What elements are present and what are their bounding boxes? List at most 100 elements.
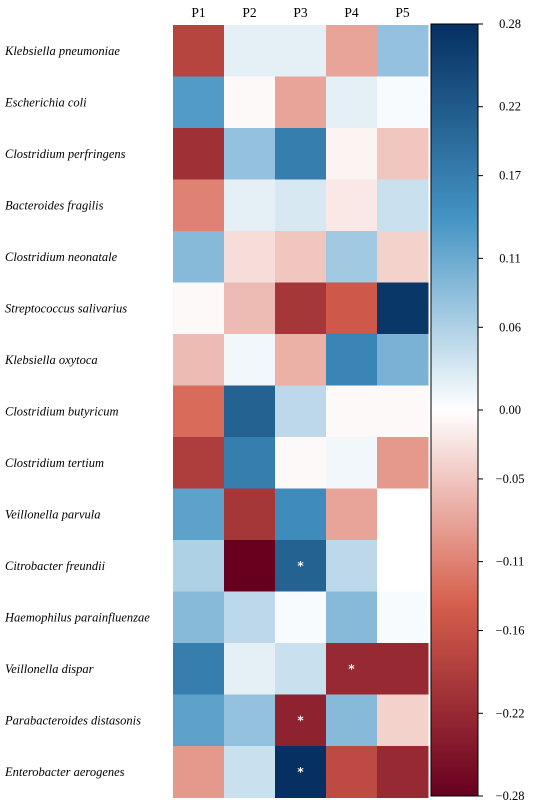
- row-label: Bacteroides fragilis: [5, 198, 104, 212]
- colorbar-gradient: [430, 23, 479, 797]
- heatmap-cell: [326, 694, 378, 747]
- heatmap-cell: [173, 694, 225, 747]
- heatmap-cell: [377, 488, 429, 541]
- heatmap-cell: [377, 25, 429, 77]
- column-label: P4: [344, 5, 359, 20]
- heatmap-cell: [377, 591, 429, 644]
- heatmap-cell: [275, 231, 327, 283]
- heatmap-cells: * * * *: [173, 25, 429, 798]
- heatmap-cell: [377, 334, 429, 386]
- row-label: Haemophilus parainfluenzae: [4, 610, 150, 624]
- row-label: Clostridium butyricum: [5, 404, 119, 418]
- colorbar-ticks: 0.28 0.22 0.17 0.11 0.06 0.00 −0.05 −0.11 −0.16 −…: [478, 17, 524, 803]
- heatmap-cell: [173, 25, 225, 77]
- column-label: P5: [395, 5, 410, 20]
- column-label: P1: [191, 5, 205, 20]
- heatmap-cell: [173, 334, 225, 386]
- row-label: Veillonella dispar: [5, 662, 94, 676]
- heatmap-cell: [275, 488, 327, 541]
- heatmap-cell: [173, 282, 225, 335]
- significance-marker: *: [297, 713, 304, 727]
- heatmap-cell: [224, 128, 276, 180]
- colorbar-tick-label: 0.00: [499, 403, 521, 417]
- heatmap-cell: [224, 437, 276, 489]
- row-label: Clostridium tertium: [5, 456, 104, 470]
- heatmap-cell: [275, 179, 327, 232]
- heatmap-cell: [224, 540, 276, 592]
- heatmap-cell: [275, 437, 327, 489]
- heatmap-cell: [377, 179, 429, 232]
- heatmap-cell: [326, 128, 378, 180]
- heatmap-cell: [326, 746, 378, 798]
- heatmap-cell: [326, 25, 378, 77]
- heatmap-cell: [275, 746, 327, 798]
- heatmap-cell: [275, 385, 327, 438]
- significance-marker: *: [297, 765, 304, 779]
- row-label: Clostridium perfringens: [5, 147, 126, 161]
- heatmap-cell: [224, 25, 276, 77]
- heatmap-cell: [173, 746, 225, 798]
- significance-marker: *: [297, 559, 304, 573]
- colorbar-tick-label: −0.05: [496, 472, 525, 486]
- heatmap-cell: [173, 76, 225, 129]
- heatmap-cell: [275, 282, 327, 335]
- heatmap-cell: [224, 488, 276, 541]
- heatmap-cell: [275, 643, 327, 695]
- heatmap-cell: [326, 282, 378, 335]
- heatmap-cell: [275, 76, 327, 129]
- heatmap-cell: [326, 591, 378, 644]
- row-label: Escherichia coli: [4, 95, 87, 109]
- row-labels: Klebsiella pneumoniae Escherichia coli Clo…: [4, 44, 150, 779]
- heatmap-cell: [173, 488, 225, 541]
- heatmap-cell: [275, 540, 327, 592]
- heatmap-cell: [173, 437, 225, 489]
- heatmap-cell: [326, 179, 378, 232]
- heatmap-cell: [326, 540, 378, 592]
- heatmap-cell: [275, 334, 327, 386]
- heatmap-cell: [326, 76, 378, 129]
- heatmap-cell: [224, 591, 276, 644]
- significance-marker: *: [348, 662, 355, 676]
- heatmap-cell: [224, 231, 276, 283]
- colorbar-tick-label: 0.17: [499, 169, 521, 183]
- row-label: Clostridium neonatale: [5, 250, 118, 264]
- heatmap-cell: [326, 334, 378, 386]
- heatmap-cell: [224, 334, 276, 386]
- heatmap-cell: [377, 643, 429, 695]
- row-label: Streptococcus salivarius: [5, 301, 127, 315]
- heatmap-cell: [224, 694, 276, 747]
- row-label: Klebsiella pneumoniae: [4, 44, 120, 58]
- heatmap-cell: [326, 488, 378, 541]
- heatmap-cell: [224, 746, 276, 798]
- heatmap-cell: [377, 76, 429, 129]
- heatmap-cell: [326, 437, 378, 489]
- row-label: Citrobacter freundii: [5, 559, 106, 573]
- heatmap-cell: [224, 76, 276, 129]
- column-label: P2: [242, 5, 256, 20]
- heatmap-cell: [224, 643, 276, 695]
- heatmap-cell: [275, 694, 327, 747]
- colorbar-tick-label: −0.28: [496, 789, 525, 803]
- colorbar-tick-label: −0.11: [496, 555, 524, 569]
- heatmap-cell: [173, 591, 225, 644]
- heatmap-cell: [377, 128, 429, 180]
- heatmap-cell: [173, 179, 225, 232]
- colorbar-tick-label: 0.06: [499, 320, 521, 334]
- colorbar-tick-label: 0.28: [499, 17, 521, 31]
- heatmap-cell: [377, 231, 429, 283]
- heatmap-cell: [377, 282, 429, 335]
- colorbar: 0.28 0.22 0.17 0.11 0.06 0.00 −0.05 −0.11 −0.16 −…: [430, 17, 524, 803]
- heatmap-cell: [377, 385, 429, 438]
- heatmap-cell: [173, 128, 225, 180]
- colorbar-tick-label: 0.11: [499, 251, 520, 265]
- heatmap-cell: [224, 282, 276, 335]
- heatmap-cell: [377, 746, 429, 798]
- heatmap-cell: [173, 385, 225, 438]
- heatmap-cell: [275, 128, 327, 180]
- heatmap-cell: [224, 385, 276, 438]
- row-label: Veillonella parvula: [5, 507, 100, 521]
- heatmap-cell: [377, 437, 429, 489]
- heatmap-cell: [326, 231, 378, 283]
- heatmap-cell: [377, 540, 429, 592]
